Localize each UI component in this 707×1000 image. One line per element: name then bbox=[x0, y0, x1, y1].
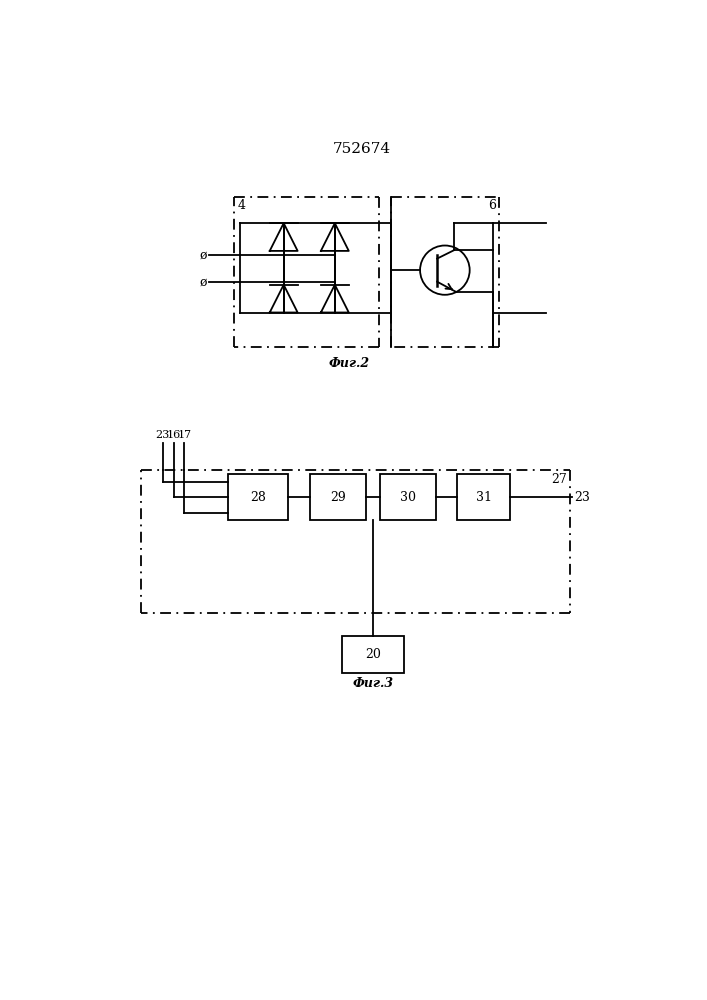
Text: 23: 23 bbox=[156, 430, 170, 440]
Text: 23: 23 bbox=[574, 491, 590, 504]
Text: 16: 16 bbox=[167, 430, 181, 440]
Text: ø: ø bbox=[199, 248, 207, 261]
Text: Фиг.3: Фиг.3 bbox=[352, 677, 393, 690]
Text: 6: 6 bbox=[488, 199, 496, 212]
Text: 20: 20 bbox=[365, 648, 381, 661]
Bar bbox=[341, 636, 404, 673]
Text: 752674: 752674 bbox=[333, 142, 391, 156]
Bar bbox=[380, 474, 436, 520]
Bar bbox=[457, 474, 510, 520]
Text: 27: 27 bbox=[551, 473, 567, 486]
Text: 28: 28 bbox=[250, 491, 266, 504]
Text: Фиг.2: Фиг.2 bbox=[329, 357, 370, 370]
Text: 17: 17 bbox=[177, 430, 192, 440]
Text: 29: 29 bbox=[330, 491, 346, 504]
Text: 30: 30 bbox=[399, 491, 416, 504]
Bar bbox=[228, 474, 288, 520]
Text: 4: 4 bbox=[237, 199, 245, 212]
Text: 31: 31 bbox=[476, 491, 491, 504]
Text: ø: ø bbox=[199, 275, 207, 288]
Bar bbox=[310, 474, 366, 520]
